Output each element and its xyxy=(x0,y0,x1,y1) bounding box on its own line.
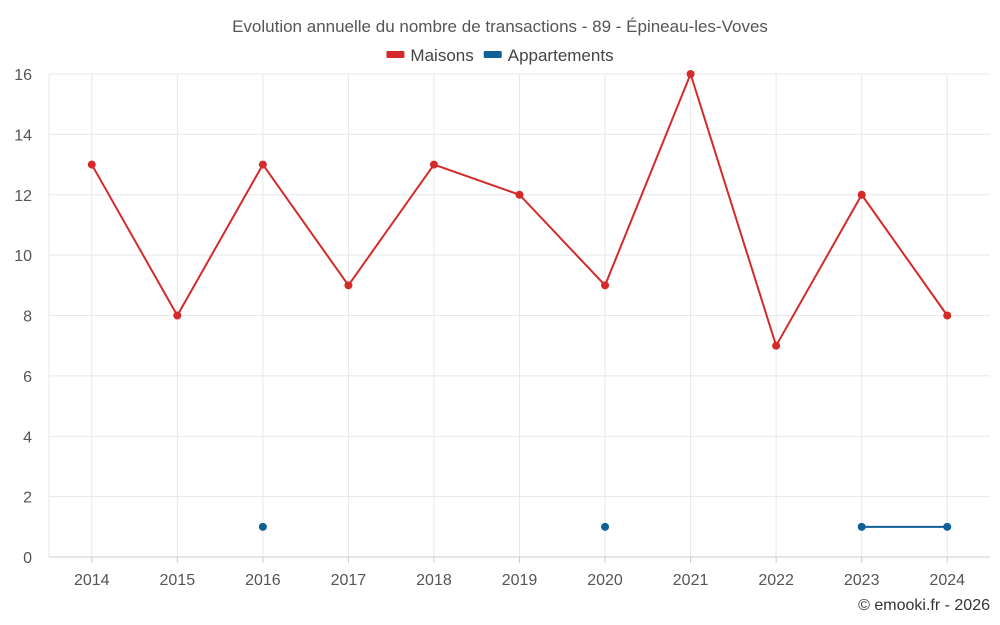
data-point[interactable] xyxy=(515,190,524,199)
legend: Maisons Appartements xyxy=(386,46,614,65)
legend-swatch xyxy=(386,51,405,58)
data-point[interactable] xyxy=(258,160,267,169)
data-point[interactable] xyxy=(857,190,866,199)
y-tick-label: 2 xyxy=(23,490,32,507)
data-point[interactable] xyxy=(943,522,952,531)
data-point[interactable] xyxy=(943,311,952,320)
y-axis: 0 2 4 6 8 10 12 14 16 xyxy=(14,67,32,567)
x-tick-label: 2015 xyxy=(160,572,196,589)
data-point[interactable] xyxy=(857,522,866,531)
x-tick-label: 2019 xyxy=(502,572,538,589)
data-point[interactable] xyxy=(173,311,182,320)
grid xyxy=(48,73,990,558)
x-tick-label: 2020 xyxy=(587,572,623,589)
data-point[interactable] xyxy=(429,160,438,169)
chart-title: Evolution annuelle du nombre de transact… xyxy=(232,17,768,36)
y-tick-label: 6 xyxy=(23,369,32,386)
data-point[interactable] xyxy=(601,281,610,290)
y-tick-label: 10 xyxy=(14,248,32,265)
series-layer xyxy=(87,70,952,531)
x-tick-label: 2022 xyxy=(758,572,794,589)
y-tick-label: 12 xyxy=(14,188,32,205)
y-tick-label: 14 xyxy=(14,127,32,144)
x-tick-label: 2014 xyxy=(74,572,110,589)
x-tick-label: 2017 xyxy=(331,572,367,589)
y-tick-label: 8 xyxy=(23,309,32,326)
legend-label: Appartements xyxy=(508,46,614,65)
legend-swatch xyxy=(483,51,502,58)
data-point[interactable] xyxy=(344,281,353,290)
copyright-footer: © emooki.fr - 2026 xyxy=(858,597,990,614)
series-appartements xyxy=(258,522,952,531)
data-point[interactable] xyxy=(772,341,781,350)
x-axis: 2014 2015 2016 2017 2018 2019 2020 2021 2022 2023… xyxy=(49,556,990,589)
x-tick-label: 2018 xyxy=(416,572,452,589)
data-point[interactable] xyxy=(686,70,695,78)
y-tick-label: 0 xyxy=(23,550,32,567)
x-tick-label: 2024 xyxy=(929,572,965,589)
legend-label: Maisons xyxy=(410,46,473,65)
x-tick-label: 2023 xyxy=(844,572,880,589)
x-tick-label: 2016 xyxy=(245,572,281,589)
y-tick-label: 16 xyxy=(14,67,32,84)
data-point[interactable] xyxy=(87,160,96,169)
data-point[interactable] xyxy=(258,522,267,531)
y-tick-label: 4 xyxy=(23,429,32,446)
legend-item-maisons[interactable]: Maisons xyxy=(386,46,474,65)
legend-item-appartements[interactable]: Appartements xyxy=(483,46,614,65)
series-maisons xyxy=(87,70,952,350)
x-tick-label: 2021 xyxy=(673,572,709,589)
data-point[interactable] xyxy=(601,522,610,531)
